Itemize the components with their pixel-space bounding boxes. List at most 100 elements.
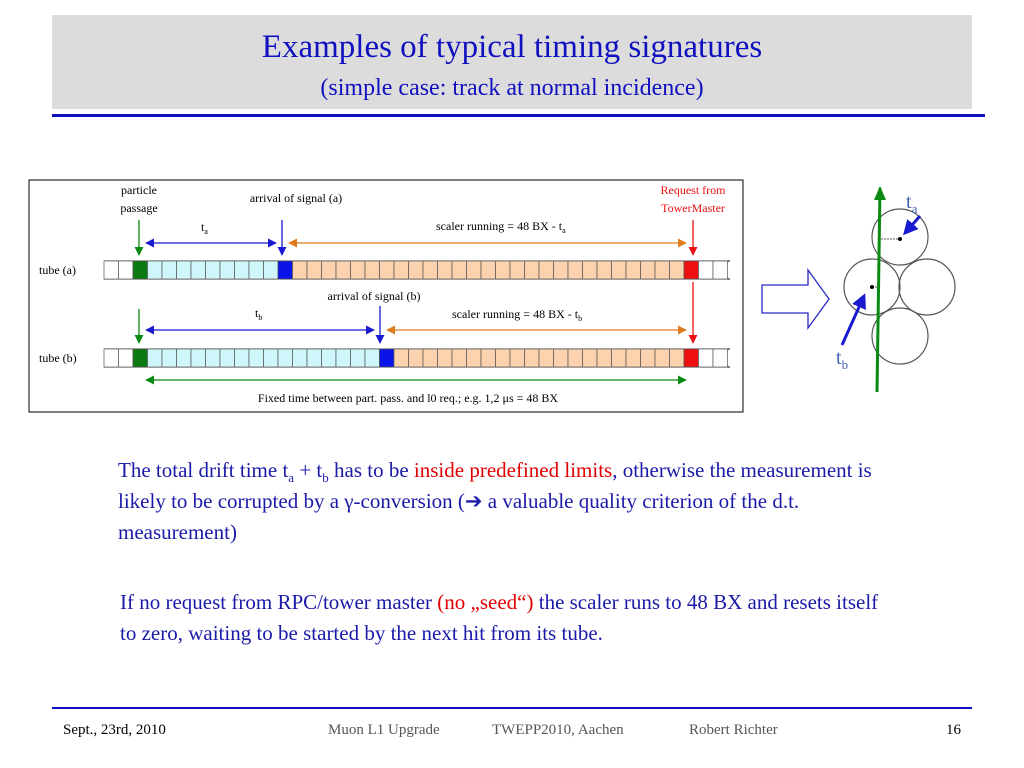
tube-cell-cyan bbox=[306, 348, 322, 368]
tube-cell-orange bbox=[538, 260, 554, 280]
timing-diagram: particle passage arrival of signal (a) R… bbox=[28, 179, 956, 413]
tube-circle-left bbox=[843, 258, 901, 316]
tube-cell-orange bbox=[495, 260, 511, 280]
tube-cell-orange bbox=[640, 348, 656, 368]
tube-cell-orange bbox=[567, 260, 583, 280]
tube-cell-orange bbox=[640, 260, 656, 280]
tube-cell-orange bbox=[509, 348, 525, 368]
tube-cell-orange bbox=[480, 260, 496, 280]
tube-cell-orange bbox=[567, 348, 583, 368]
tube-cell-white-lead bbox=[103, 260, 119, 280]
tube-cell-white-tail bbox=[712, 348, 728, 368]
request-line1: Request from bbox=[661, 183, 727, 197]
tube-cell-white-lead bbox=[103, 348, 119, 368]
no-request-paragraph: If no request from RPC/tower master (no … bbox=[120, 590, 879, 645]
tube-circle-right bbox=[898, 258, 956, 316]
tube-cell-orange bbox=[408, 260, 424, 280]
tube-cell-cyan bbox=[277, 348, 293, 368]
slide-title: Examples of typical timing signatures bbox=[261, 29, 763, 65]
tube-cell-green bbox=[132, 348, 148, 368]
tube-cell-orange bbox=[437, 260, 453, 280]
tube-cell-white-tail bbox=[698, 260, 714, 280]
tube-cell-orange bbox=[466, 260, 482, 280]
slide-subtitle: (simple case: track at normal incidence) bbox=[320, 75, 704, 101]
tube-cell-blue bbox=[379, 348, 395, 368]
footer-rule bbox=[52, 707, 972, 709]
arrival-signal-a-label: arrival of signal (a) bbox=[250, 191, 342, 205]
hollow-right-arrow bbox=[761, 267, 830, 331]
tube-cell-orange bbox=[625, 348, 641, 368]
tube-cell-cyan bbox=[147, 260, 163, 280]
tube-cell-blue bbox=[277, 260, 293, 280]
tube-cell-cyan bbox=[205, 260, 221, 280]
predefined-limits-highlight: inside predefined limits bbox=[413, 458, 613, 482]
tube-cell-cyan bbox=[364, 348, 380, 368]
track-line bbox=[875, 187, 882, 393]
arrival-signal-b-label: arrival of signal (b) bbox=[328, 289, 421, 303]
tube-cell-cyan bbox=[248, 260, 264, 280]
fixed-time-label: Fixed time between part. pass. and l0 re… bbox=[258, 391, 558, 405]
tube-circle-top bbox=[871, 208, 929, 266]
tube-cell-orange bbox=[495, 348, 511, 368]
footer-event: TWEPP2010, Aachen bbox=[492, 722, 624, 738]
tube-cell-orange bbox=[611, 260, 627, 280]
tube-cell-orange bbox=[553, 260, 569, 280]
tube-cell-orange bbox=[466, 348, 482, 368]
tube-cell-orange bbox=[596, 348, 612, 368]
tube-cell-orange bbox=[379, 260, 395, 280]
tube-cell-cyan bbox=[292, 348, 308, 368]
tube-cell-cyan bbox=[176, 348, 192, 368]
tube-cell-orange bbox=[509, 260, 525, 280]
tube-cell-orange bbox=[625, 260, 641, 280]
tube-a-label: tube (a) bbox=[39, 263, 76, 277]
scaler-a-label: scaler running = 48 BX - ta bbox=[436, 219, 566, 235]
fig-ta-label: ta bbox=[906, 191, 918, 216]
tube-a-cells bbox=[103, 260, 728, 280]
tube-cell-cyan bbox=[234, 260, 250, 280]
particle-passage-line2: passage bbox=[120, 201, 157, 215]
tube-cell-orange bbox=[669, 348, 685, 368]
tube-cell-orange bbox=[524, 260, 540, 280]
tube-cell-red bbox=[683, 260, 699, 280]
title-background bbox=[52, 15, 972, 109]
tube-cell-cyan bbox=[350, 348, 366, 368]
tube-cell-orange bbox=[393, 348, 409, 368]
tube-cell-cyan bbox=[176, 260, 192, 280]
tube-cross-section: ta tb bbox=[836, 186, 956, 393]
tube-cell-orange bbox=[422, 260, 438, 280]
footer-date: Sept., 23rd, 2010 bbox=[63, 722, 166, 738]
request-line2: TowerMaster bbox=[661, 201, 725, 215]
tube-cell-orange bbox=[538, 348, 554, 368]
footer-author: Robert Richter bbox=[689, 722, 778, 738]
tube-cell-cyan bbox=[161, 348, 177, 368]
tube-circle-bottom bbox=[871, 307, 929, 365]
tube-cell-orange bbox=[451, 260, 467, 280]
tube-cell-orange bbox=[350, 260, 366, 280]
tube-cell-cyan bbox=[190, 260, 206, 280]
tube-cell-orange bbox=[306, 260, 322, 280]
tube-cell-cyan bbox=[321, 348, 337, 368]
tube-cell-orange bbox=[480, 348, 496, 368]
tube-cell-orange bbox=[408, 348, 424, 368]
tube-cell-orange bbox=[553, 348, 569, 368]
tube-cell-cyan bbox=[248, 348, 264, 368]
tube-cell-orange bbox=[451, 348, 467, 368]
fig-tb-label: tb bbox=[836, 347, 848, 372]
tube-cell-cyan bbox=[190, 348, 206, 368]
tube-cell-orange bbox=[335, 260, 351, 280]
tube-cell-orange bbox=[437, 348, 453, 368]
tube-cell-orange bbox=[654, 348, 670, 368]
tube-cell-cyan bbox=[335, 348, 351, 368]
tube-cell-cyan bbox=[263, 260, 279, 280]
tube-cell-red bbox=[683, 348, 699, 368]
tube-cell-white-lead bbox=[118, 260, 134, 280]
particle-passage-line1: particle bbox=[121, 183, 157, 197]
tube-cell-cyan bbox=[147, 348, 163, 368]
ta-pointer-arrow bbox=[903, 215, 922, 236]
title-rule bbox=[52, 114, 985, 117]
tube-cell-orange bbox=[321, 260, 337, 280]
tube-cell-cyan bbox=[219, 260, 235, 280]
tube-cell-white-tail bbox=[698, 348, 714, 368]
tube-cell-cyan bbox=[219, 348, 235, 368]
tb-pointer-arrow bbox=[840, 293, 866, 346]
